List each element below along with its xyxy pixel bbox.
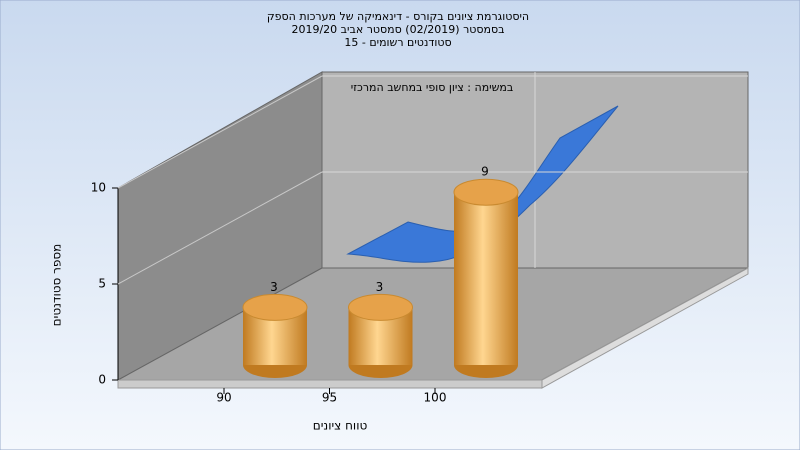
x-tick-label: 95 — [322, 391, 337, 405]
annotation: במשימה : ציון סופי במחשב המרכזי — [351, 81, 514, 94]
floor-edge — [117, 379, 543, 389]
value-label: 3 — [376, 280, 384, 294]
bar-top — [453, 178, 519, 206]
value-label: 9 — [481, 165, 489, 179]
x-axis-label: טווח ציונים — [313, 419, 368, 433]
y-tick-label: 5 — [98, 277, 106, 291]
bar-top — [348, 293, 413, 321]
y-tick-label: 0 — [98, 373, 106, 387]
title-line: סטודנטים רשומים - 15 — [344, 36, 451, 49]
title-line: בסמסטר (02/2019) סמסטר אביב 2019/20 — [291, 23, 504, 36]
value-label: 3 — [270, 280, 278, 294]
title-line: היסטוגרמת ציונים בקורס - דינאמיקה של מער… — [267, 10, 529, 23]
grid-line — [117, 171, 323, 285]
y-axis-label: מספר סטודנטים — [50, 244, 64, 327]
bar-top — [242, 293, 308, 321]
grid-line — [117, 75, 323, 189]
bar — [454, 192, 518, 365]
x-tick-label: 90 — [216, 391, 231, 405]
x-tick-label: 100 — [424, 391, 447, 405]
y-tick-label: 10 — [91, 181, 106, 195]
